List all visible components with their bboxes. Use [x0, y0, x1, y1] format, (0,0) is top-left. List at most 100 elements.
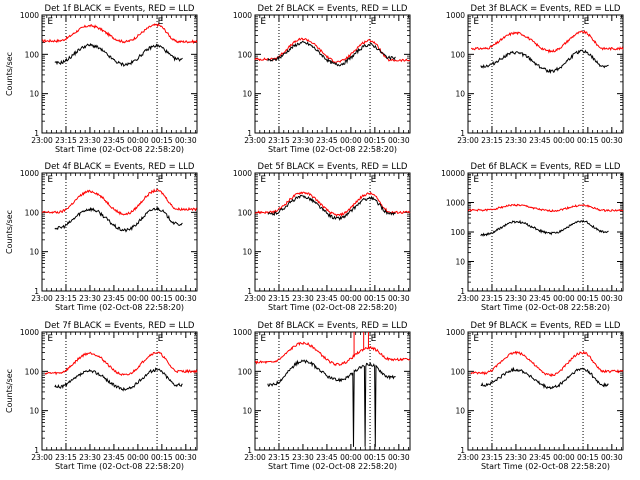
x-tick-label: 00:15: [577, 136, 599, 145]
x-axis-label: Start Time (02-Oct-08 22:58:20): [268, 462, 397, 471]
plot-frame: [467, 331, 624, 451]
event-marker-label: E: [47, 334, 53, 344]
x-tick-label: 00:30: [601, 294, 623, 303]
event-marker-label: E: [260, 175, 266, 185]
event-marker-label: E: [158, 334, 164, 344]
event-marker-label: E: [371, 334, 377, 344]
x-tick-label: 23:15: [268, 136, 290, 145]
lld-rate-line: [470, 29, 624, 54]
x-tick-label: 23:30: [79, 294, 101, 303]
event-marker-label: E: [473, 17, 479, 27]
y-tick-label: 1: [247, 129, 252, 138]
y-tick-label: 10: [242, 407, 252, 416]
y-tick-label: 10: [29, 90, 39, 99]
events-rate-line: [54, 206, 183, 233]
event-marker-label: E: [473, 175, 479, 185]
panel-title: Det 9f BLACK = Events, RED = LLD: [471, 321, 621, 331]
x-tick-label: 23:30: [292, 136, 314, 145]
x-axis-label: Start Time (02-Oct-08 22:58:20): [481, 303, 610, 312]
event-marker-label: E: [371, 175, 377, 185]
x-axis-label: Start Time (02-Oct-08 22:58:20): [481, 462, 610, 471]
plot-frame: [254, 14, 411, 134]
x-tick-label: 23:30: [292, 453, 314, 462]
x-tick-label: 00:30: [601, 136, 623, 145]
panel-det-3: Det 3f BLACK = Events, RED = LLD 1 10 100 10…: [446, 4, 624, 145]
events-rate-line: [480, 49, 609, 75]
x-tick-label: 00:00: [340, 453, 362, 462]
x-tick-label: 00:30: [388, 294, 410, 303]
x-tick-label: 23:30: [292, 294, 314, 303]
panel-title: Det 3f BLACK = Events, RED = LLD: [471, 4, 621, 14]
x-tick-label: 23:15: [268, 453, 290, 462]
x-tick-label: 23:30: [505, 453, 527, 462]
event-marker-label: E: [260, 17, 266, 27]
panel-title: Det 2f BLACK = Events, RED = LLD: [258, 4, 408, 14]
x-tick-label: 23:00: [31, 136, 53, 145]
y-tick-label: 1: [34, 129, 39, 138]
y-tick-label: 100: [451, 367, 466, 376]
panel-title: Det 1f BLACK = Events, RED = LLD: [45, 4, 195, 14]
x-tick-label: 00:00: [553, 453, 575, 462]
x-tick-label: 23:15: [55, 136, 77, 145]
y-tick-label: 1000: [233, 169, 252, 178]
x-tick-label: 00:15: [151, 453, 173, 462]
events-rate-line: [267, 359, 396, 447]
lld-rate-line: [254, 191, 411, 218]
event-marker-label: E: [473, 334, 479, 344]
panel-title: Det 5f BLACK = Events, RED = LLD: [258, 162, 408, 172]
x-tick-label: 23:30: [505, 294, 527, 303]
plot-frame: [41, 14, 198, 134]
panel-det-7: Det 7f BLACK = Events, RED = LLD 1 10 100 10…: [5, 321, 198, 471]
x-tick-label: 00:15: [577, 294, 599, 303]
x-tick-label: 23:30: [79, 453, 101, 462]
x-tick-label: 00:30: [388, 453, 410, 462]
y-tick-label: 1000: [446, 328, 465, 337]
y-tick-label: 1: [460, 287, 465, 296]
y-tick-label: 100: [238, 50, 253, 59]
x-tick-label: 00:00: [553, 294, 575, 303]
y-axis-label: Counts/sec: [5, 369, 14, 413]
x-tick-label: 23:45: [529, 136, 551, 145]
x-tick-label: 00:15: [364, 453, 386, 462]
x-axis-label: Start Time (02-Oct-08 22:58:20): [268, 303, 397, 312]
y-tick-label: 1: [460, 446, 465, 455]
y-axis-label: Counts/sec: [5, 210, 14, 254]
x-tick-label: 00:00: [127, 453, 149, 462]
y-tick-label: 100: [25, 208, 40, 217]
x-tick-label: 23:00: [31, 453, 53, 462]
lld-rate-line: [41, 188, 198, 216]
y-tick-label: 100: [25, 367, 40, 376]
event-marker-label: E: [584, 175, 590, 185]
x-tick-label: 00:30: [601, 453, 623, 462]
plot-frame: [254, 172, 411, 292]
events-rate-line: [480, 219, 609, 237]
plot-frame: [254, 331, 411, 451]
events-rate-line: [267, 40, 396, 67]
lld-rate-line: [470, 350, 624, 378]
y-tick-label: 100: [451, 50, 466, 59]
event-marker-label: E: [584, 334, 590, 344]
x-tick-label: 00:30: [388, 136, 410, 145]
x-tick-label: 23:45: [316, 453, 338, 462]
y-tick-label: 100: [238, 367, 253, 376]
lld-rate-line: [42, 22, 198, 45]
y-tick-label: 10000: [441, 169, 465, 178]
panel-det-1: Det 1f BLACK = Events, RED = LLD 1 10 100 10…: [5, 4, 198, 154]
lld-rate-line: [254, 341, 411, 367]
x-tick-label: 23:45: [316, 294, 338, 303]
plot-frame: [41, 331, 198, 451]
y-tick-label: 1000: [20, 11, 39, 20]
x-tick-label: 00:15: [364, 136, 386, 145]
event-marker-label: E: [158, 17, 164, 27]
x-tick-label: 23:45: [529, 294, 551, 303]
x-tick-label: 23:15: [481, 136, 503, 145]
y-tick-label: 10: [455, 407, 465, 416]
event-marker-label: E: [47, 175, 53, 185]
x-tick-label: 00:15: [577, 453, 599, 462]
event-marker-label: E: [158, 175, 164, 185]
y-tick-label: 1000: [233, 328, 252, 337]
y-tick-label: 100: [451, 228, 466, 237]
events-rate-line: [54, 42, 183, 67]
y-tick-label: 10: [29, 248, 39, 257]
